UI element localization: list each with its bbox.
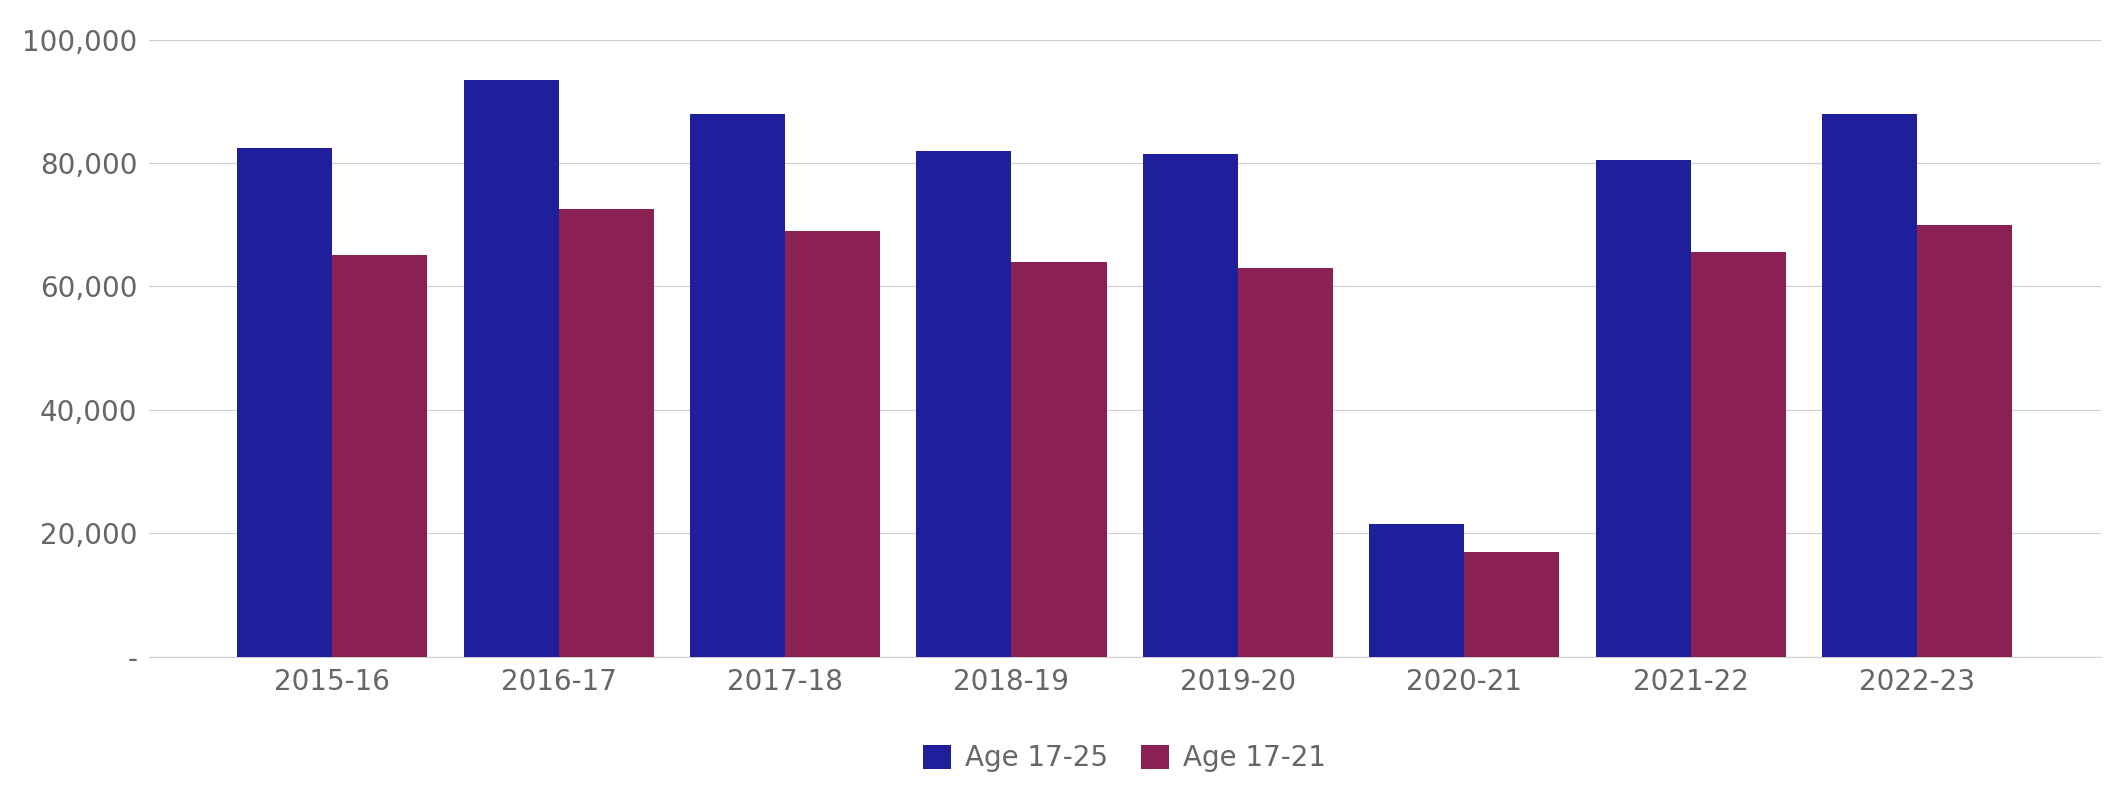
Bar [1691,252,1787,657]
Bar [463,80,558,657]
Bar [1916,225,2012,657]
Bar [333,255,427,657]
Bar [1012,262,1106,657]
Bar [1369,524,1464,657]
Bar [690,114,785,657]
Legend: Age 17-25, Age 17-21: Age 17-25, Age 17-21 [923,744,1326,773]
Bar [1144,153,1237,657]
Bar [558,209,654,657]
Bar [1596,160,1691,657]
Bar [238,147,333,657]
Bar [1464,551,1560,657]
Bar [917,150,1012,657]
Bar [785,231,881,657]
Bar [1237,268,1333,657]
Bar [1823,114,1916,657]
